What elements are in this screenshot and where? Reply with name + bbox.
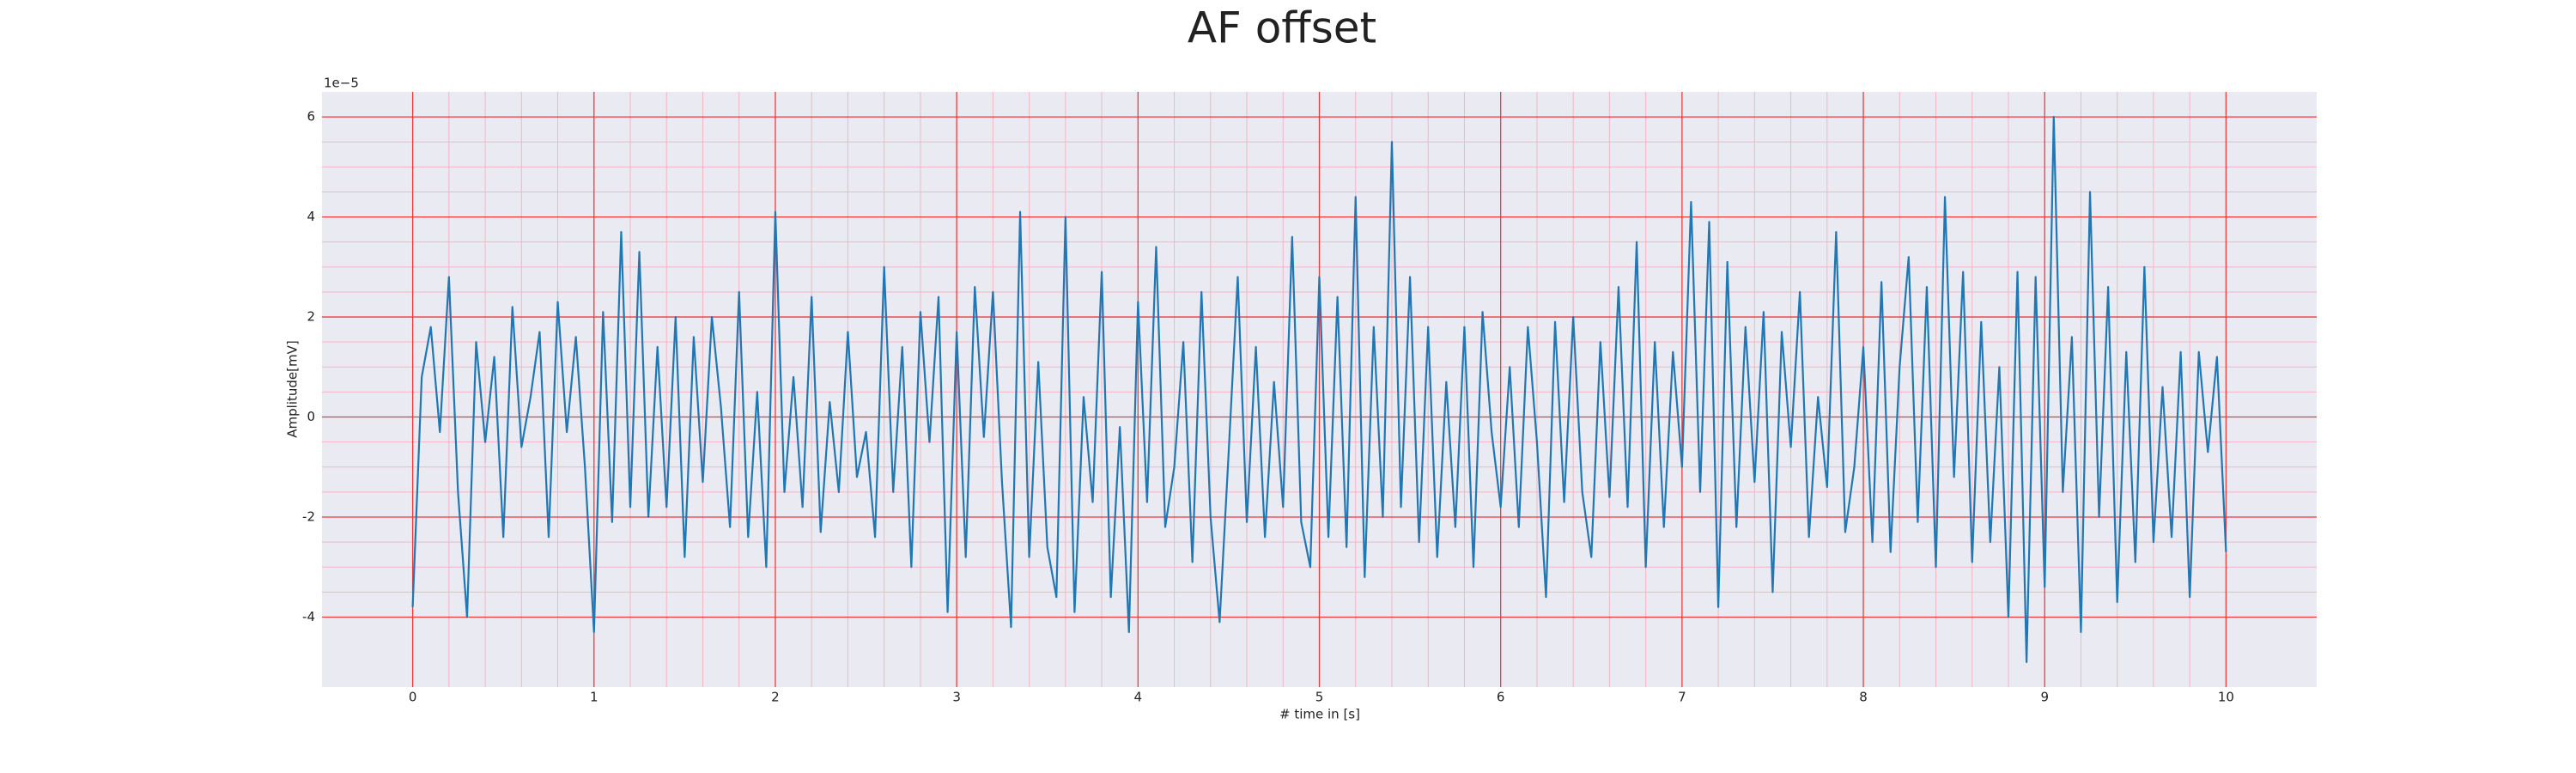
y-offset-text: 1e−5 (324, 76, 359, 91)
x-tick-label: 6 (1497, 690, 1505, 705)
y-axis-label: Amplitude[mV] (285, 340, 301, 437)
x-tick-label: 5 (1315, 690, 1324, 705)
y-tick-label: 6 (307, 109, 315, 125)
x-tick-label: 9 (2040, 690, 2049, 705)
x-axis-label: # time in [s] (1279, 707, 1360, 722)
x-tick-label: 0 (409, 690, 417, 705)
x-tick-label: 2 (771, 690, 780, 705)
x-tick-label: 1 (590, 690, 598, 705)
y-tick-label: 0 (307, 409, 315, 424)
x-tick-label: 8 (1859, 690, 1868, 705)
x-tick-label: 3 (952, 690, 961, 705)
x-tick-label: 4 (1134, 690, 1143, 705)
x-tick-label: 7 (1678, 690, 1686, 705)
y-tick-label: -4 (302, 609, 315, 624)
y-tick-label: 2 (307, 309, 315, 325)
y-tick-label: 4 (307, 209, 315, 224)
signal-line (411, 116, 2227, 663)
y-tick-label: -2 (302, 509, 315, 525)
x-tick-label: 10 (2218, 690, 2234, 705)
chart-title: AF offset (1188, 3, 1376, 53)
